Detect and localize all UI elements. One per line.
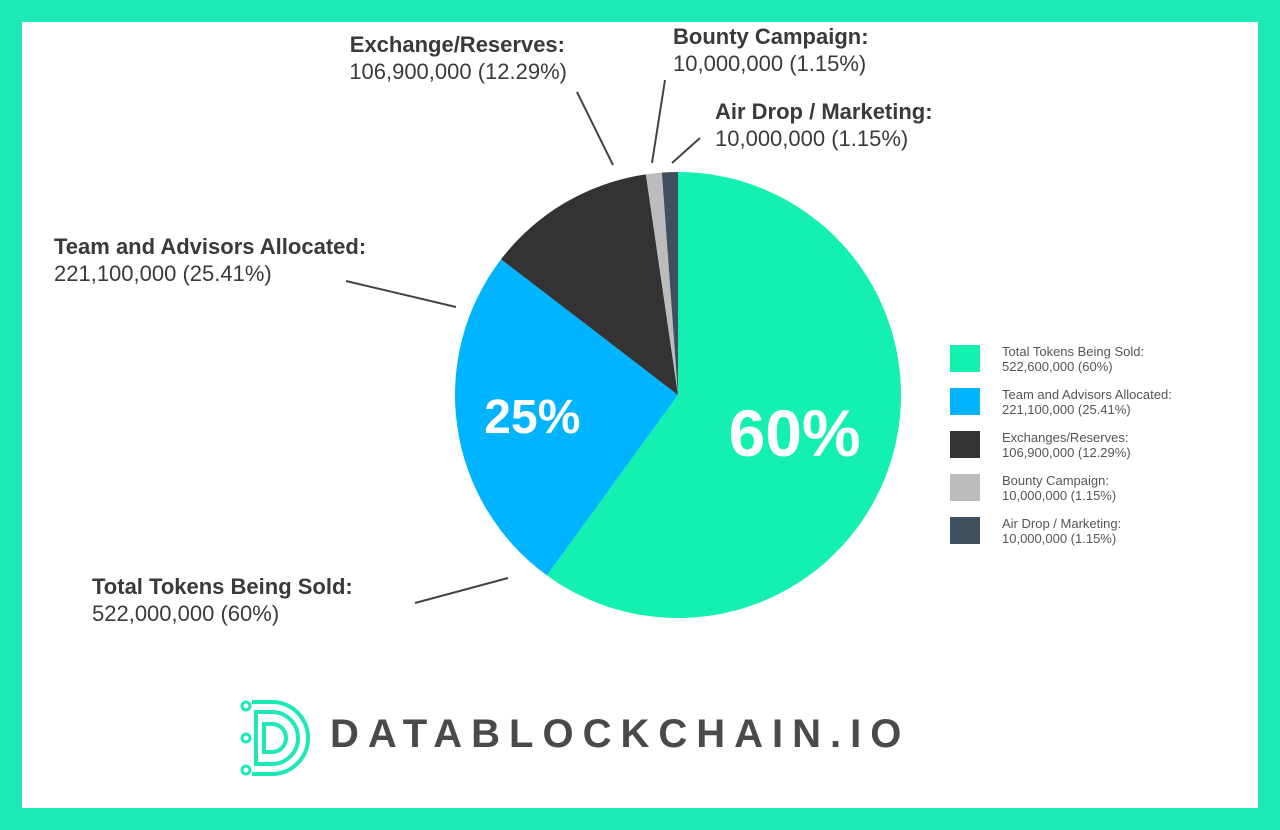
legend-value: 10,000,000 (1.15%) (1002, 488, 1116, 503)
brand-name: DATABLOCKCHAIN.IO (330, 712, 911, 756)
legend-swatch (950, 517, 980, 544)
legend-label: Team and Advisors Allocated: (1002, 387, 1172, 402)
legend-value: 221,100,000 (25.41%) (1002, 402, 1131, 417)
callout-leader-line (414, 577, 509, 604)
callout-value: 10,000,000 (1.15%) (715, 126, 908, 151)
pie-slices (455, 172, 901, 618)
pie-slice-exchange-reserves (501, 174, 678, 395)
legend-label: Total Tokens Being Sold: (1002, 344, 1144, 359)
callout-leader-lines (345, 79, 701, 604)
legend: Total Tokens Being Sold:522,600,000 (60%… (950, 344, 1172, 546)
legend-label: Air Drop / Marketing: (1002, 516, 1121, 531)
callout-title: Total Tokens Being Sold: (92, 574, 353, 599)
d-circuit-logo-icon (240, 700, 310, 776)
slice-percent-label: 60% (729, 396, 861, 470)
pie-slice-total-tokens-being-sold (546, 172, 901, 618)
legend-value: 522,600,000 (60%) (1002, 359, 1113, 374)
slice-percent-labels: 60% 25% (484, 391, 860, 470)
pie-slice-team-and-advisors-allocated (455, 259, 678, 576)
legend-value: 106,900,000 (12.29%) (1002, 445, 1131, 460)
callout-value: 221,100,000 (25.41%) (54, 261, 272, 286)
legend-swatch (950, 388, 980, 415)
callout-leader-line (671, 137, 701, 164)
legend-value: 10,000,000 (1.15%) (1002, 531, 1116, 546)
legend-label: Bounty Campaign: (1002, 473, 1109, 488)
callout-title: Bounty Campaign: (673, 24, 869, 49)
callout-leader-line (576, 91, 614, 166)
pie-slice-bounty-campaign (645, 172, 678, 395)
callout-title: Air Drop / Marketing: (715, 99, 933, 124)
callouts: Total Tokens Being Sold:522,000,000 (60%… (54, 24, 933, 626)
callout-leader-line (651, 79, 666, 164)
callout-title: Exchange/Reserves: (350, 32, 565, 57)
callout-title: Team and Advisors Allocated: (54, 234, 366, 259)
legend-swatch (950, 345, 980, 372)
legend-swatch (950, 431, 980, 458)
callout-value: 106,900,000 (12.29%) (349, 59, 567, 84)
callout-value: 10,000,000 (1.15%) (673, 51, 866, 76)
callout-value: 522,000,000 (60%) (92, 601, 279, 626)
pie-slice-air-drop-marketing (661, 172, 678, 395)
slice-percent-label: 25% (484, 391, 580, 444)
callout-leader-line (345, 280, 457, 308)
legend-label: Exchanges/Reserves: (1002, 430, 1128, 445)
legend-swatch (950, 474, 980, 501)
